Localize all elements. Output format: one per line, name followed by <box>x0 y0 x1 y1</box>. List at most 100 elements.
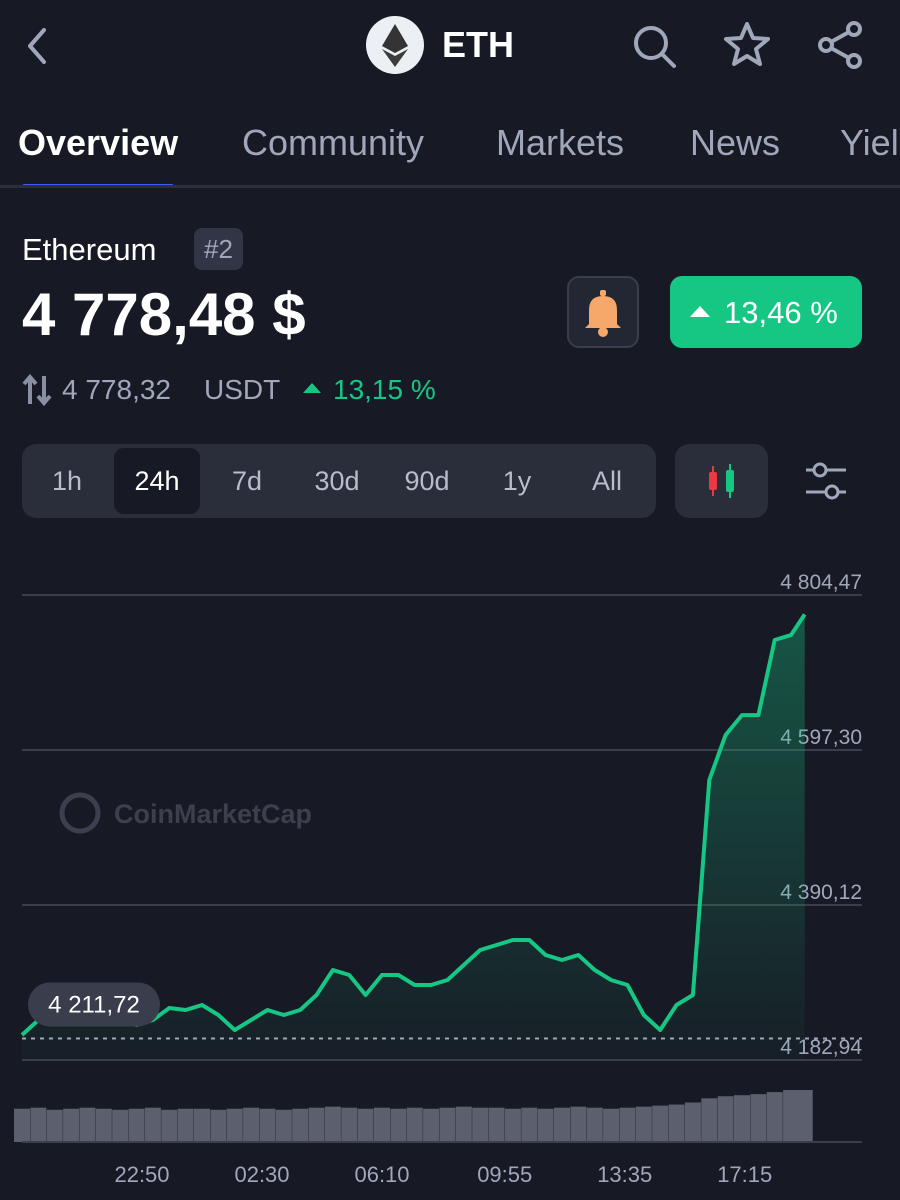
up-arrow <box>303 383 321 393</box>
volume-bar <box>668 1104 685 1142</box>
y-tick-label: 4 804,47 <box>780 571 862 594</box>
volume-bar <box>324 1106 341 1142</box>
x-tick-label: 02:30 <box>234 1162 289 1187</box>
candle-toggle[interactable] <box>675 444 768 518</box>
volume-bar <box>128 1108 145 1142</box>
volume-bar <box>308 1107 325 1142</box>
eth-logo <box>366 16 424 74</box>
volume-bar <box>734 1095 750 1142</box>
volume-bar <box>619 1107 636 1142</box>
volume-bar <box>210 1109 227 1142</box>
usdt-label: USDT <box>204 374 281 405</box>
volume-bar <box>586 1107 603 1142</box>
volume-bar <box>46 1109 63 1142</box>
volume-bar <box>292 1108 309 1142</box>
volume-bar <box>14 1108 30 1142</box>
volume-bar <box>79 1107 96 1142</box>
volume-bar <box>635 1106 652 1142</box>
range-button[interactable]: All <box>591 466 622 496</box>
volume-bar <box>390 1108 407 1142</box>
price: 4 778,48 $ <box>22 281 306 348</box>
volume-bar <box>455 1106 472 1142</box>
volume-bar <box>226 1108 243 1142</box>
usdt-change: 13,15 % <box>333 374 436 405</box>
up-arrow <box>690 306 710 317</box>
x-tick-label: 22:50 <box>114 1162 169 1187</box>
range-button[interactable]: 30d <box>314 466 360 496</box>
x-tick-label: 09:55 <box>477 1162 532 1187</box>
share-icon[interactable] <box>816 20 866 70</box>
star-icon[interactable] <box>722 20 772 70</box>
range-button[interactable]: 1y <box>502 466 532 496</box>
volume-bar <box>177 1108 194 1142</box>
y-tick-label: 4 182,94 <box>780 1036 862 1059</box>
change-badge: 13,46 % <box>670 276 862 348</box>
volume-bar <box>259 1108 276 1142</box>
volume-bar <box>357 1108 374 1142</box>
volume-bar <box>750 1094 767 1142</box>
reference-pill <box>28 982 160 1027</box>
volume-bar <box>717 1096 734 1142</box>
range-selector: 1h 24h 7d 30d 90d 1y All <box>22 444 656 518</box>
volume-bar <box>30 1107 47 1142</box>
search-icon[interactable] <box>630 22 678 70</box>
volume-bar <box>112 1109 129 1142</box>
range-button[interactable]: 24h <box>114 448 200 514</box>
volume-bar <box>194 1108 210 1142</box>
volume-bar <box>423 1108 440 1142</box>
watermark-text: CoinMarketCap <box>114 799 312 829</box>
volume-bar <box>796 1090 813 1142</box>
y-tick-label: 4 597,30 <box>780 726 862 749</box>
tab[interactable]: Community <box>242 122 425 163</box>
volume-bar <box>570 1106 587 1142</box>
volume-bar <box>95 1108 112 1142</box>
settings-icon[interactable] <box>804 462 848 502</box>
tab[interactable]: Markets <box>496 122 625 163</box>
volume-bar <box>341 1107 358 1142</box>
tab[interactable]: Yield <box>840 122 900 163</box>
range-button[interactable]: 90d <box>404 466 450 496</box>
rank-badge: #2 <box>194 228 243 270</box>
volume-bar <box>652 1105 669 1142</box>
volume-bar <box>63 1108 80 1142</box>
volume-bar <box>406 1107 423 1142</box>
bell-icon <box>585 290 621 337</box>
range-button[interactable]: 1h <box>51 466 83 496</box>
volume-bar <box>783 1090 800 1142</box>
usdt-price: 4 778,32 <box>62 374 171 405</box>
volume-bar <box>374 1107 390 1142</box>
volume-bar <box>161 1109 178 1142</box>
volume-bar <box>554 1107 570 1142</box>
y-tick-label: 4 390,12 <box>780 881 862 904</box>
price-area <box>22 614 805 1060</box>
tab-bar: Overview Community Markets News Yield <box>0 112 900 188</box>
volume-bar <box>472 1107 489 1142</box>
volume-bar <box>488 1107 505 1142</box>
volume-bar <box>684 1102 701 1142</box>
range-button[interactable]: 7d <box>231 466 263 496</box>
volume-bar <box>537 1108 554 1142</box>
volume-bar <box>603 1108 620 1142</box>
alert-button[interactable] <box>567 276 639 348</box>
volume-bar <box>243 1107 260 1142</box>
swap-icon <box>22 374 52 406</box>
reference-label: 4 211,72 <box>48 991 140 1018</box>
volume-bar <box>144 1107 161 1142</box>
symbol: ETH <box>442 24 514 65</box>
x-tick-label: 06:10 <box>354 1162 409 1187</box>
price-line <box>20 613 807 1037</box>
tab[interactable]: News <box>690 122 781 163</box>
x-tick-label: 17:15 <box>717 1162 772 1187</box>
back-button[interactable] <box>22 26 52 66</box>
watermark: CoinMarketCap <box>59 792 312 834</box>
change-value: 13,46 % <box>724 295 838 330</box>
candle-icon <box>709 464 734 498</box>
coin-name: Ethereum <box>22 232 157 267</box>
x-tick-label: 13:35 <box>597 1162 652 1187</box>
volume-bar <box>701 1098 718 1142</box>
tab[interactable]: Overview <box>18 122 179 185</box>
volume-bar <box>766 1092 783 1142</box>
volume-bar <box>521 1107 538 1142</box>
volume-bar <box>439 1107 456 1142</box>
